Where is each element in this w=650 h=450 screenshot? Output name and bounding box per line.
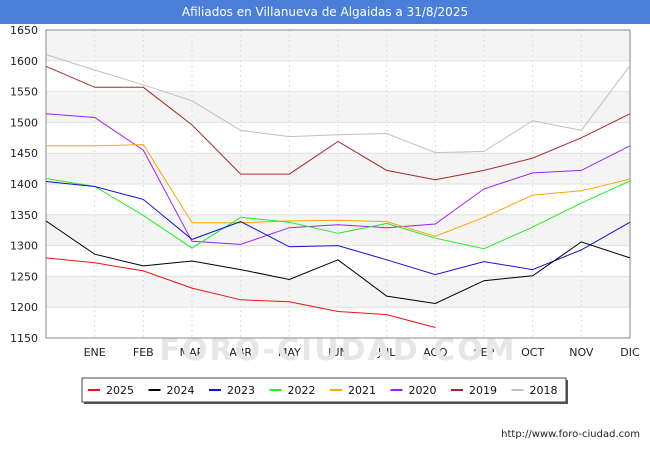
y-tick-label: 1650 bbox=[10, 24, 38, 37]
title-bar bbox=[0, 0, 650, 24]
series-line-2024 bbox=[45, 220, 631, 305]
series-line-2018 bbox=[45, 54, 631, 154]
source-link[interactable]: http://www.foro-ciudad.com bbox=[501, 429, 640, 440]
y-tick-label: 1200 bbox=[10, 301, 38, 314]
x-tick-label: AGO bbox=[423, 346, 448, 359]
x-tick-label: OCT bbox=[521, 346, 544, 359]
x-tick-label: JUN bbox=[327, 346, 348, 359]
legend-label-2020: 2020 bbox=[409, 384, 437, 397]
x-tick-label: NOV bbox=[569, 346, 594, 359]
y-tick-label: 1450 bbox=[10, 147, 38, 160]
x-tick-label: JUL bbox=[377, 346, 396, 359]
y-tick-label: 1250 bbox=[10, 270, 38, 283]
grid-band bbox=[46, 153, 630, 184]
series-line-2023 bbox=[45, 181, 631, 276]
series-line-2022 bbox=[45, 178, 631, 250]
legend-label-2022: 2022 bbox=[288, 384, 316, 397]
x-tick-label: DIC bbox=[620, 346, 640, 359]
plot-border bbox=[45, 29, 631, 339]
x-tick-label: SEP bbox=[474, 346, 495, 359]
legend-label-2021: 2021 bbox=[348, 384, 376, 397]
x-tick-label: FEB bbox=[133, 346, 154, 359]
series-line-2021 bbox=[46, 144, 631, 237]
x-tick-label: ABR bbox=[229, 346, 252, 359]
chart-title: Afiliados en Villanueva de Algaidas a 31… bbox=[181, 5, 469, 19]
watermark-text: FORO-CIUDAD.COM bbox=[160, 333, 517, 368]
legend-box bbox=[81, 377, 567, 403]
y-tick-label: 1550 bbox=[10, 86, 38, 99]
legend-label-2018: 2018 bbox=[530, 384, 558, 397]
y-tick-label: 1500 bbox=[10, 116, 38, 129]
legend-label-2024: 2024 bbox=[167, 384, 195, 397]
legend-label-2023: 2023 bbox=[227, 384, 255, 397]
y-tick-label: 1350 bbox=[10, 209, 38, 222]
series-line-2025 bbox=[45, 257, 436, 328]
x-tick-label: ENE bbox=[84, 346, 106, 359]
y-tick-label: 1300 bbox=[10, 240, 38, 253]
y-tick-label: 1150 bbox=[10, 332, 38, 345]
x-tick-label: MAY bbox=[278, 346, 301, 359]
legend-label-2019: 2019 bbox=[469, 384, 497, 397]
series-line-2020 bbox=[45, 113, 631, 245]
legend-label-2025: 2025 bbox=[106, 384, 134, 397]
y-tick-label: 1400 bbox=[10, 178, 38, 191]
series-line-2019 bbox=[45, 65, 631, 181]
x-tick-label: MAR bbox=[180, 346, 205, 359]
y-tick-label: 1600 bbox=[10, 55, 38, 68]
